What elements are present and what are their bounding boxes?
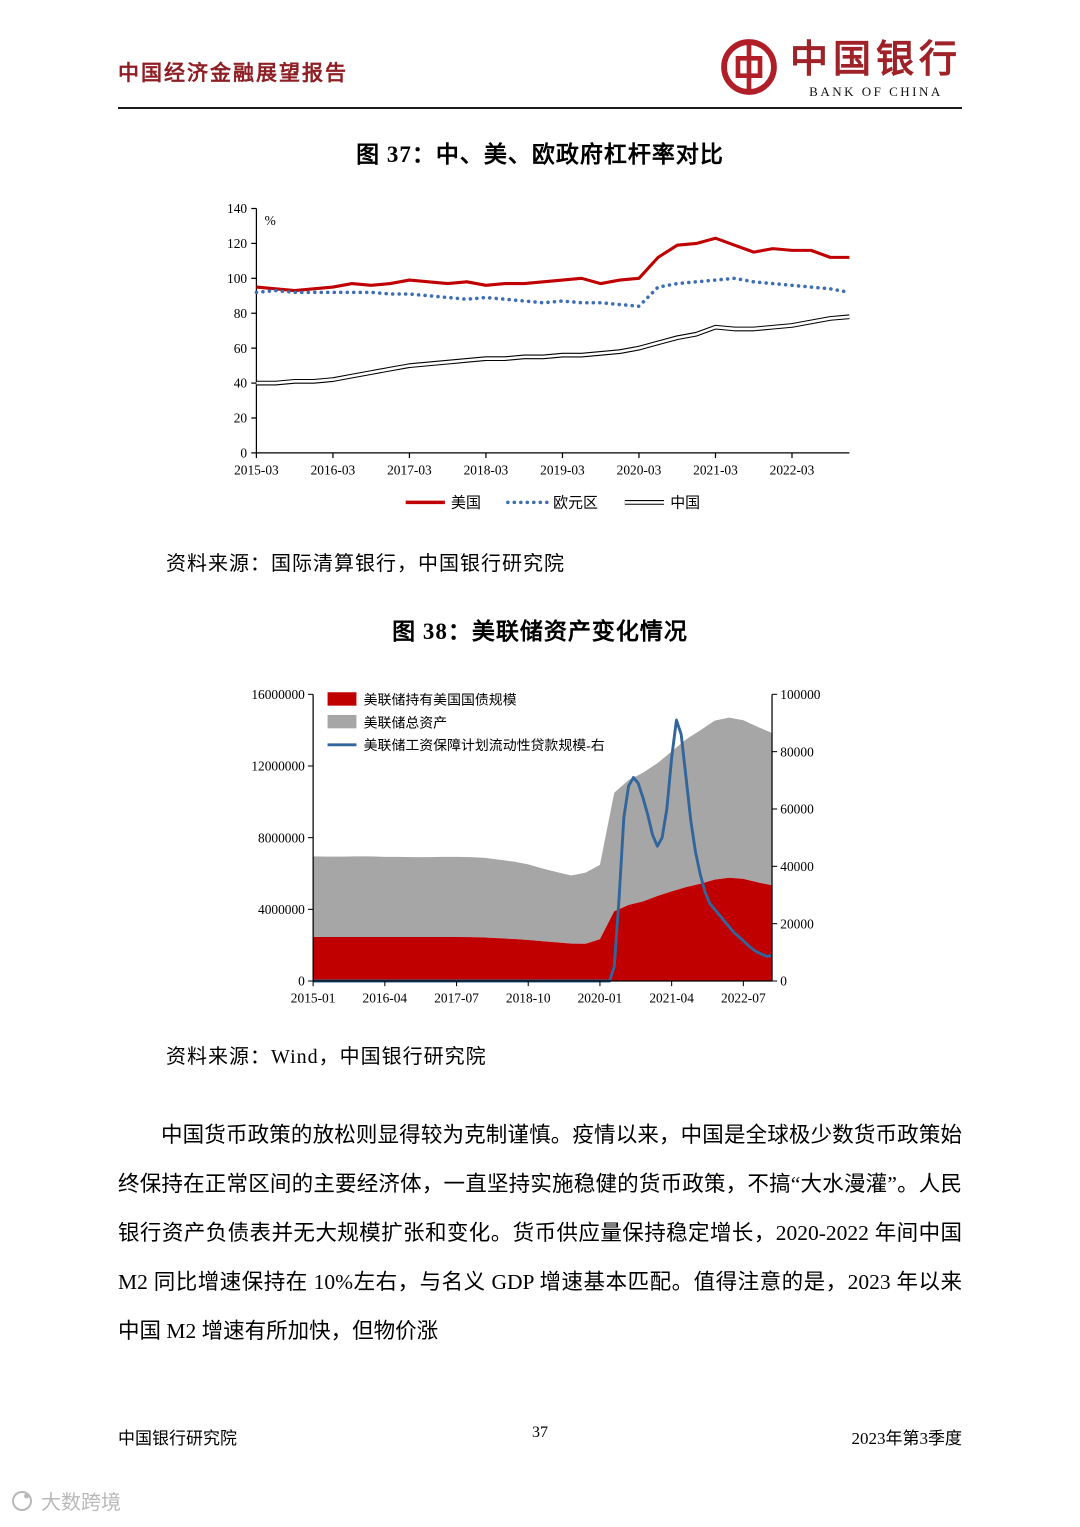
figure38-chart: 0 4000000 8000000 12000000 16000000 0 20000 400… bbox=[251, 687, 820, 1006]
svg-text:60: 60 bbox=[234, 341, 248, 356]
svg-text:2021-03: 2021-03 bbox=[693, 463, 738, 478]
svg-text:2019-03: 2019-03 bbox=[540, 463, 585, 478]
svg-text:20: 20 bbox=[234, 411, 248, 426]
page-footer: 中国银行研究院 37 2023年第3季度 bbox=[118, 1424, 962, 1449]
svg-text:40: 40 bbox=[234, 376, 248, 391]
svg-text:0: 0 bbox=[780, 974, 787, 989]
svg-text:2017-07: 2017-07 bbox=[434, 991, 479, 1006]
footer-issue: 2023年第3季度 bbox=[851, 1429, 963, 1448]
svg-text:100: 100 bbox=[227, 271, 247, 286]
page-header: 中国经济金融展望报告 中国银行 BANK OF CHINA bbox=[118, 0, 962, 109]
boc-logo: 中国银行 BANK OF CHINA bbox=[720, 38, 962, 101]
svg-text:美国: 美国 bbox=[451, 495, 481, 512]
svg-text:美联储持有美国国债规模: 美联储持有美国国债规模 bbox=[364, 693, 517, 709]
svg-text:2022-07: 2022-07 bbox=[721, 991, 766, 1006]
watermark-label: 大数跨境 bbox=[41, 1492, 121, 1514]
body-paragraph: 中国货币政策的放松则显得较为克制谨慎。疫情以来，中国是全球极少数货币政策始终保持… bbox=[118, 1123, 962, 1343]
svg-text:100000: 100000 bbox=[780, 687, 820, 702]
svg-text:8000000: 8000000 bbox=[258, 830, 305, 845]
svg-text:%: % bbox=[265, 213, 276, 228]
svg-text:2020-01: 2020-01 bbox=[578, 991, 623, 1006]
figure38-title: 图 38：美联储资产变化情况 bbox=[392, 619, 688, 644]
svg-text:2018-03: 2018-03 bbox=[464, 463, 509, 478]
footer-institution: 中国银行研究院 bbox=[118, 1429, 237, 1448]
svg-text:2020-03: 2020-03 bbox=[617, 463, 662, 478]
svg-text:2021-04: 2021-04 bbox=[649, 991, 694, 1006]
boc-name-cn: 中国银行 bbox=[789, 39, 962, 81]
figure38-source: 资料来源：Wind，中国银行研究院 bbox=[166, 1046, 487, 1068]
boc-emblem-icon bbox=[720, 38, 778, 101]
figure37-source: 资料来源：国际清算银行，中国银行研究院 bbox=[166, 553, 565, 575]
svg-text:4000000: 4000000 bbox=[258, 902, 305, 917]
svg-text:2022-03: 2022-03 bbox=[770, 463, 815, 478]
boc-name-en: BANK OF CHINA bbox=[809, 84, 943, 99]
figure37-chart: 0 20 40 60 80 100 120 140 2015-03 2016-03 2017-03 2… bbox=[227, 201, 852, 512]
svg-text:中国: 中国 bbox=[670, 495, 700, 512]
footer-page-number: 37 bbox=[532, 1424, 548, 1441]
watermark: 大数跨境 bbox=[10, 1486, 121, 1515]
boc-logo-text: 中国银行 BANK OF CHINA bbox=[790, 41, 962, 98]
svg-text:40000: 40000 bbox=[780, 859, 814, 874]
svg-text:120: 120 bbox=[227, 236, 247, 251]
svg-text:欧元区: 欧元区 bbox=[553, 495, 598, 512]
svg-text:2018-10: 2018-10 bbox=[506, 991, 551, 1006]
svg-text:140: 140 bbox=[227, 201, 247, 216]
watermark-icon bbox=[10, 1489, 34, 1513]
svg-text:0: 0 bbox=[240, 446, 247, 461]
report-title: 中国经济金融展望报告 bbox=[118, 61, 348, 85]
svg-text:美联储工资保障计划流动性贷款规模-右: 美联储工资保障计划流动性贷款规模-右 bbox=[364, 738, 605, 754]
svg-text:80000: 80000 bbox=[780, 744, 814, 759]
svg-text:2016-03: 2016-03 bbox=[311, 463, 356, 478]
svg-text:16000000: 16000000 bbox=[251, 687, 305, 702]
svg-text:2015-03: 2015-03 bbox=[234, 463, 279, 478]
svg-text:0: 0 bbox=[298, 974, 305, 989]
svg-text:2017-03: 2017-03 bbox=[387, 463, 432, 478]
svg-text:60000: 60000 bbox=[780, 802, 814, 817]
svg-text:12000000: 12000000 bbox=[251, 759, 305, 774]
figure37-title: 图 37：中、美、欧政府杠杆率对比 bbox=[356, 142, 724, 167]
svg-text:2015-01: 2015-01 bbox=[291, 991, 336, 1006]
svg-text:20000: 20000 bbox=[780, 916, 814, 931]
svg-text:2016-04: 2016-04 bbox=[363, 991, 408, 1006]
svg-text:美联储总资产: 美联储总资产 bbox=[364, 715, 447, 731]
svg-text:80: 80 bbox=[234, 306, 248, 321]
